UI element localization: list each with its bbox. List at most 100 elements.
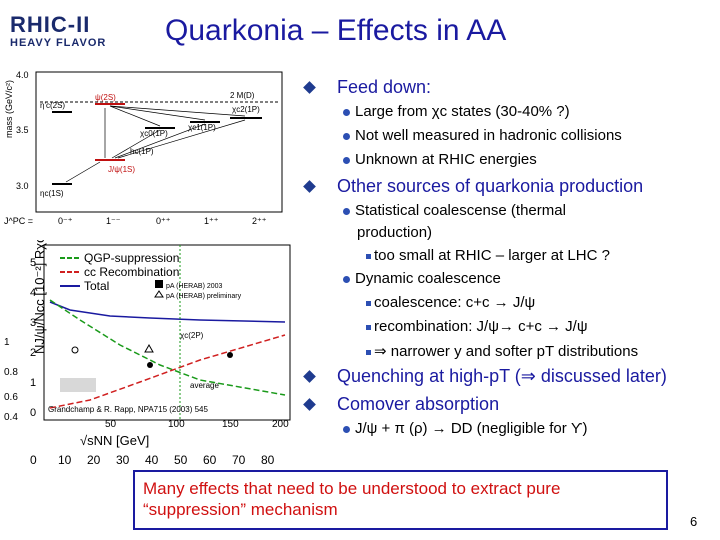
square-icon — [366, 349, 371, 355]
plot-ytick-outer: 1 — [4, 337, 10, 348]
page-number: 6 — [690, 514, 698, 529]
state-label: η'c(2S) — [40, 101, 65, 110]
subsub-bullet: ⇒ narrower y and softer pT distributions — [366, 342, 638, 360]
jpc-value: 1⁺⁺ — [204, 216, 219, 226]
plot-label: Grandchamp & R. Rapp, NPA715 (2003) 545 — [48, 405, 208, 414]
dot-icon — [343, 108, 350, 116]
subsub-text: too small at RHIC – larger at LHC ? — [374, 247, 610, 264]
state-label: χc2(1P) — [232, 105, 260, 114]
plot-xtick-outer: 60 — [203, 453, 217, 467]
level-ytick: 4.0 — [16, 70, 29, 80]
dot-icon — [343, 132, 350, 140]
sub-bullet: Statistical coalescense (thermal — [343, 202, 566, 219]
subsub-text: ⇒ narrower y and softer pT distributions — [374, 343, 639, 360]
plot-xtick-outer: 80 — [261, 453, 275, 467]
bullet-comover: Comover absorption — [337, 394, 500, 414]
yield-plot: NJ/ψ/Ncc [10⁻²] Rχc 5 4 3 2 1 0 QGP-supp… — [4, 240, 291, 467]
sub-text: J/ψ + π (ρ) → DD (negligible for ϒ) — [355, 420, 588, 437]
sub-text: Statistical coalescense (thermal — [355, 202, 566, 219]
plot-xtick-outer: 30 — [116, 453, 130, 467]
bullet-icon — [303, 398, 316, 411]
dot-icon — [343, 425, 350, 433]
legend-entry: Total — [84, 279, 109, 293]
plot-ytick-outer: 0.8 — [4, 367, 18, 378]
subsub-bullet: coalescence: c+c → J/ψ — [366, 294, 535, 311]
plot-x-label: √sNN [GeV] — [80, 433, 149, 448]
plot-xtick-outer: 0 — [30, 453, 37, 467]
qgp-curve — [49, 299, 286, 396]
plot-ytick: 5 — [30, 257, 36, 269]
bullet-icon — [303, 180, 316, 193]
logo-line1: RHIC-II — [10, 12, 91, 37]
dot-icon — [343, 275, 350, 283]
plot-ytick-outer: 0.4 — [4, 412, 18, 423]
level-diagram: mass (GeV/c²) 4.0 3.5 3.0 ψ(2S) η'c(2S) … — [4, 70, 283, 226]
subsub-bullet: too small at RHIC – larger at LHC ? — [366, 247, 610, 264]
subsub-bullet: recombination: J/ψ→ c+c → J/ψ — [366, 318, 588, 335]
data-legend: pA (HERAB) preliminary — [166, 293, 242, 300]
square-icon — [366, 300, 371, 306]
plot-ytick: 2 — [30, 347, 36, 359]
subsub-text: coalescence: c+c → J/ψ — [374, 294, 536, 311]
jpc-label: J^PC = — [4, 216, 33, 226]
data-legend: pA (HERAB) 2003 — [166, 283, 223, 290]
sub-text-cont: production) — [357, 224, 433, 241]
bullet-quenching: Quenching at high-pT (⇒ discussed later) — [337, 366, 667, 386]
state-label: ψ(2S) — [95, 93, 116, 102]
plot-ytick: 1 — [30, 377, 36, 389]
summary-note: Many effects that need to be understood … — [133, 470, 668, 530]
jpc-value: 0⁺⁺ — [156, 216, 171, 226]
plot-xtick: 50 — [105, 419, 117, 430]
legend-entry: QGP-suppression — [84, 251, 179, 265]
slide-title: Quarkonia – Effects in AA — [165, 14, 507, 47]
plot-ytick: 0 — [30, 407, 36, 419]
bullet-other-sources: Other sources of quarkonia production — [337, 176, 644, 196]
jpc-value: 0⁻⁺ — [58, 216, 73, 226]
jpc-value: 2⁺⁺ — [252, 216, 267, 226]
sub-text: Unknown at RHIC energies — [355, 151, 537, 168]
state-label: χc1(1P) — [188, 123, 216, 132]
level-ytick: 3.0 — [16, 181, 29, 191]
recomb-curve — [49, 334, 286, 409]
plot-label: average — [190, 381, 219, 390]
plot-xtick: 150 — [222, 419, 239, 430]
square-icon — [366, 253, 371, 259]
plot-xtick: 200 — [272, 419, 289, 430]
bullet-icon — [303, 81, 316, 94]
sub-bullet: Unknown at RHIC energies — [343, 151, 537, 168]
sub-text: Dynamic coalescence — [355, 270, 501, 287]
plot-xtick: 100 — [168, 419, 185, 430]
square-icon — [366, 324, 371, 330]
plot-ytick: 4 — [30, 287, 36, 299]
state-label: χc0(1P) — [140, 129, 168, 138]
plot-ytick: 3 — [30, 317, 36, 329]
level-ytick: 3.5 — [16, 125, 29, 135]
bullet-feed-down: Feed down: — [337, 77, 432, 97]
dot-icon — [343, 207, 350, 215]
logo-line2: HEAVY FLAVOR — [10, 37, 107, 49]
sub-bullet: Not well measured in hadronic collisions — [343, 127, 622, 144]
plot-ytick-outer: 0.6 — [4, 392, 18, 403]
bullet-icon — [303, 370, 316, 383]
state-label: ηc(1S) — [40, 189, 64, 198]
jpc-value: 1⁻⁻ — [106, 216, 121, 226]
plot-xtick-outer: 70 — [232, 453, 246, 467]
legend-entry: cc Recombination — [84, 265, 179, 279]
plot-y-label: NJ/ψ/Ncc [10⁻²] Rχc — [32, 240, 47, 354]
subsub-text: recombination: J/ψ→ c+c → J/ψ — [374, 318, 588, 335]
plot-xtick-outer: 20 — [87, 453, 101, 467]
sub-text: Large from χc states (30-40% ?) — [355, 103, 570, 120]
plot-xtick-outer: 10 — [58, 453, 72, 467]
sub-bullet: J/ψ + π (ρ) → DD (negligible for ϒ) — [343, 420, 587, 437]
state-label: 2 M(D) — [230, 91, 255, 100]
total-curve — [49, 301, 286, 323]
plot-label: χc(2P) — [180, 331, 204, 340]
level-y-label: mass (GeV/c²) — [4, 80, 14, 138]
plot-xtick-outer: 40 — [145, 453, 159, 467]
plot-xtick-outer: 50 — [174, 453, 188, 467]
logo: RHIC-II HEAVY FLAVOR — [10, 14, 110, 50]
sub-bullet: Dynamic coalescence — [343, 270, 501, 287]
state-label: J/ψ(1S) — [108, 165, 135, 174]
sub-text: Not well measured in hadronic collisions — [355, 127, 622, 144]
sub-bullet: Large from χc states (30-40% ?) — [343, 103, 570, 120]
